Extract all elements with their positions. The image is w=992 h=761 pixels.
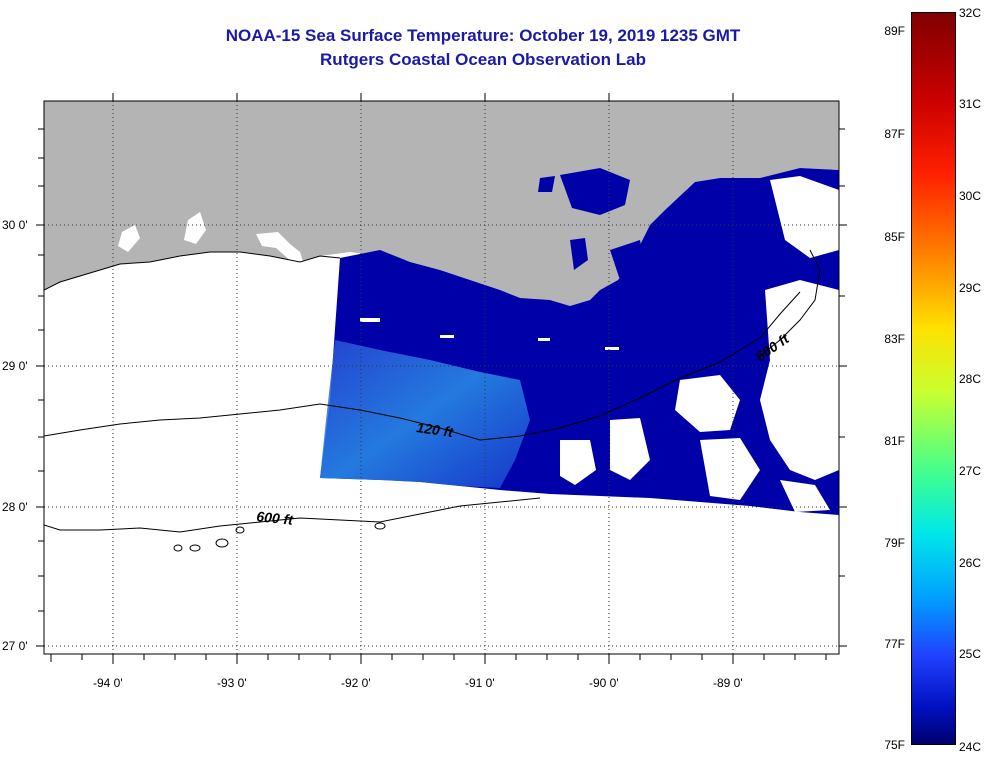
coastline: [44, 251, 341, 291]
colorbar-label-f: 89F: [884, 24, 905, 38]
cloud-mask: [360, 176, 839, 512]
colorbar-label-c: 31C: [959, 97, 982, 111]
bay: [560, 168, 630, 215]
colorbar-label-f: 75F: [884, 738, 905, 752]
colorbar-label-f: 81F: [884, 434, 905, 448]
banks: [173, 522, 386, 552]
lon-label: -92 0': [341, 676, 371, 690]
colorbar-label-c: 28C: [959, 372, 982, 386]
lake: [256, 232, 304, 264]
colorbar-label-c: 32C: [959, 6, 982, 20]
colorbar-label-c: 25C: [959, 647, 982, 661]
bay: [570, 238, 588, 270]
lon-label: -90 0': [589, 676, 619, 690]
lat-label: 30 0': [2, 218, 28, 232]
colorbar-label-f: 83F: [884, 332, 905, 346]
colorbar-label-f: 85F: [884, 230, 905, 244]
lon-label: -89 0': [713, 676, 743, 690]
colorbar-label-c: 24C: [959, 740, 982, 754]
lat-label: 28 0': [2, 500, 28, 514]
lon-label: -91 0': [465, 676, 495, 690]
graticule: [44, 101, 839, 654]
bay: [610, 240, 645, 280]
land-mass: [44, 101, 839, 306]
lake: [118, 225, 140, 252]
lat-label: 27 0': [2, 639, 28, 653]
bay: [538, 176, 555, 192]
colorbar-label-c: 29C: [959, 281, 982, 295]
map-subtitle: Rutgers Coastal Ocean Observation Lab: [320, 50, 646, 69]
lake: [184, 212, 206, 244]
contour-600ft: [44, 497, 541, 533]
colorbar-label-f: 79F: [884, 536, 905, 550]
contour-120ft: [44, 291, 801, 441]
colorbar-label-f: 87F: [884, 127, 905, 141]
contour-label-120ft: 120 ft: [416, 419, 456, 440]
colorbar-label-c: 30C: [959, 189, 982, 203]
lon-label: -93 0': [217, 676, 247, 690]
contour-600ft-east: [759, 249, 821, 357]
map-title: NOAA-15 Sea Surface Temperature: October…: [225, 26, 741, 45]
temperature-colorbar: [911, 12, 956, 745]
sst-cool-pool: [320, 340, 530, 488]
colorbar-label-f: 77F: [884, 637, 905, 651]
lon-label: -94 0': [93, 676, 123, 690]
tick-marks: [36, 93, 847, 664]
contour-label-600ft: 600 ft: [256, 508, 295, 528]
lat-label: 29 0': [2, 359, 28, 373]
colorbar-label-c: 27C: [959, 464, 982, 478]
colorbar-label-c: 26C: [959, 556, 982, 570]
map-frame: [43, 100, 840, 655]
